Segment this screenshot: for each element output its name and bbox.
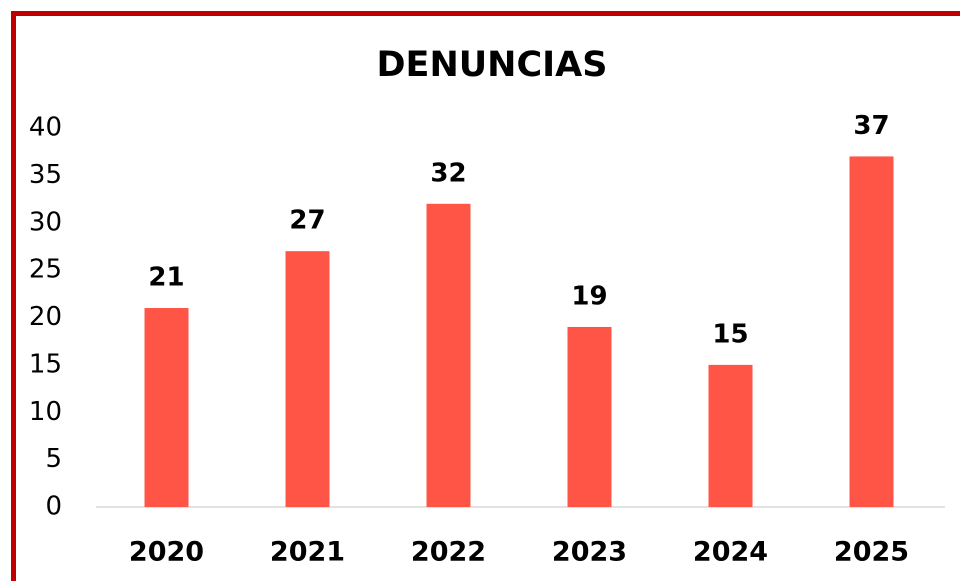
y-tick-label: 15 [29,349,62,379]
x-tick-label: 2023 [552,537,627,568]
data-label: 19 [571,281,607,311]
chart-title: DENUNCIAS [377,45,608,85]
x-tick-label: 2025 [834,537,909,568]
y-tick-label: 40 [29,113,62,143]
y-tick-label: 0 [45,492,62,522]
bar [708,364,753,507]
x-tick-label: 2021 [270,537,345,568]
y-tick-label: 25 [29,255,62,285]
data-label: 37 [853,111,889,141]
y-tick-label: 10 [29,397,62,427]
bar [285,251,330,507]
data-label: 32 [430,158,466,188]
x-tick-label: 2020 [129,537,204,568]
x-tick-label: 2022 [411,537,486,568]
y-tick-label: 30 [29,207,62,237]
data-label: 27 [289,206,325,236]
y-tick-label: 35 [29,160,62,190]
y-tick-label: 5 [45,444,62,474]
data-label: 21 [148,263,184,293]
data-label: 15 [712,319,748,349]
bar [144,308,189,507]
bar [567,326,612,507]
x-tick-label: 2024 [693,537,768,568]
frame-border [11,11,960,581]
bar [426,203,471,508]
bar [849,156,894,508]
y-tick-label: 20 [29,302,62,332]
